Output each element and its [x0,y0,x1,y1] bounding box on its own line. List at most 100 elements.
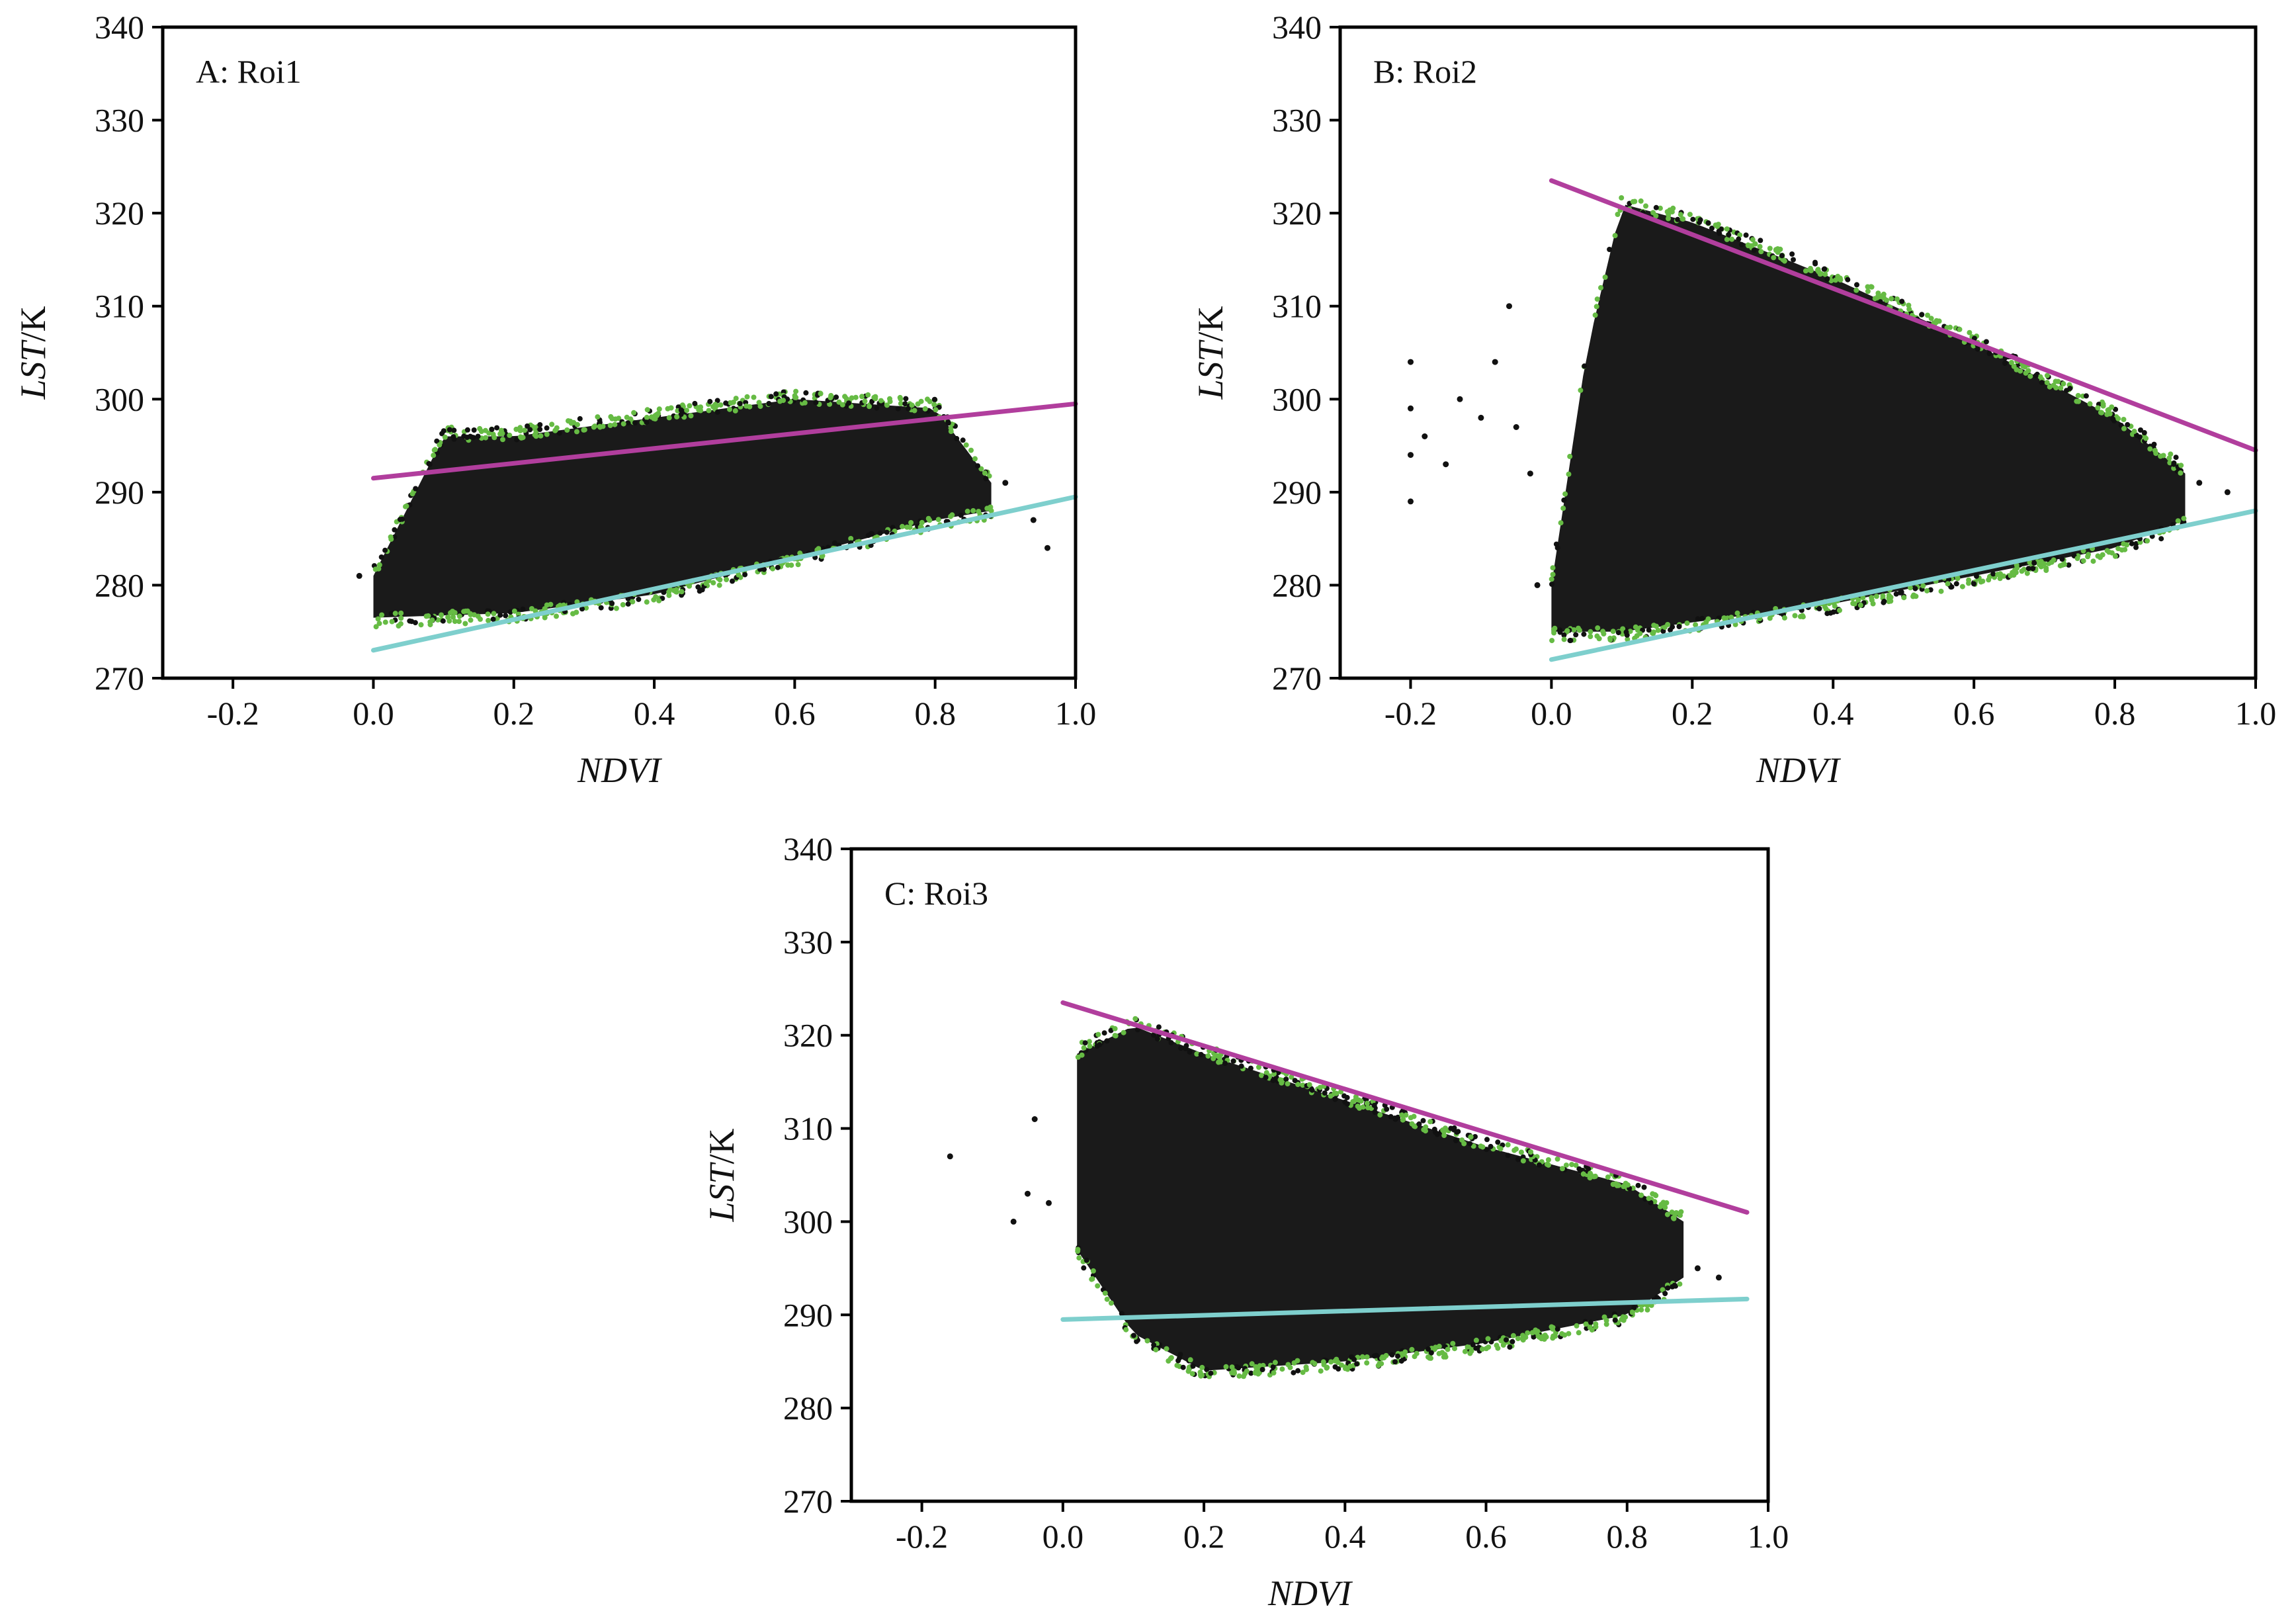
panel-b-edge-point [2020,363,2026,369]
panel-b-point [1919,312,1925,318]
panel-c-edge-point [1090,1268,1096,1274]
panel-c-point [1336,1366,1341,1372]
panel-b-point [1971,581,1977,587]
panel-a-edge-point [517,427,523,433]
panel-c-point [1662,1291,1668,1297]
panel-c-edge-point [1272,1360,1278,1366]
panel-b-x-tick-label: 1.0 [2235,695,2277,732]
panel-b-point [2033,372,2039,378]
panel-c-edge-point [1121,1029,1127,1035]
panel-c-point [1168,1040,1174,1045]
panel-c-marks: -0.2 0.0 0.2 0.4 0.6 0.8 1.0 270 280 290 300 310 320… [783,830,1789,1555]
panel-b-point [1812,259,1818,265]
panel-c-edge-point [1615,1182,1621,1188]
panel-c-edge-point [1095,1031,1101,1037]
panel-c-y-tick-label: 320 [783,1017,833,1054]
panel-b-edge-point [1728,615,1734,621]
panel-a-y-tick-label: 270 [95,660,144,697]
panel-c-edge-point [1450,1340,1456,1346]
panel-c-outlier-point [947,1153,953,1160]
panel-b-point [1581,631,1587,637]
panel-c-edge-point [1452,1346,1457,1352]
panel-c-edge-point [1605,1174,1611,1180]
panel-c-point [1453,1137,1459,1143]
panel-c-edge-point [1441,1129,1447,1135]
panel-b-edge-point [2076,398,2082,404]
panel-b-edge-point [1855,597,1861,603]
panel-c-edge-point [1625,1182,1631,1188]
panel-a-edge-point [532,432,538,438]
panel-b-y-axis-title: LST/K [1191,306,1230,400]
panel-a-point [692,400,698,406]
panel-b-edge-point [2168,451,2174,457]
panel-b-edge-point [1758,249,1764,255]
panel-a-point [503,613,509,619]
panel-b-edge-point [1894,296,1900,302]
panel-c-edge-point [1300,1082,1306,1088]
panel-c-point [1175,1358,1181,1364]
panel-a-edge-point [839,402,845,408]
panel-a-point [392,527,398,533]
panel-c-outlier-point [1010,1218,1017,1225]
panel-a-edge-point [716,582,722,588]
panel-a-edge-point [491,435,497,441]
panel-b-point [2133,541,2139,547]
panel-a-point [464,427,470,433]
panel-a-edge-point [483,435,489,441]
panel-b-edge-point [1995,572,2001,578]
panel-a-edge-point [728,400,734,406]
panel-c-edge-point [1459,1137,1465,1143]
panel-a-point [644,419,650,425]
panel-c-point [1178,1045,1184,1051]
panel-a-edge-point [733,396,739,402]
panel-b-edge-point [1552,625,1558,631]
panel-a-edge-point [591,424,597,430]
panel-b-edge-point [1715,222,1721,228]
panel-b-edge-point [1650,629,1656,635]
panel-c-edge-point [1468,1348,1474,1354]
panel-b-edge-point [1678,212,1683,218]
panel-c-edge-point [1412,1123,1418,1129]
panel-b-edge-point [1638,198,1644,204]
panel-b-edge-point [1924,588,1930,593]
panel-b-edge-point [2175,518,2181,524]
panel-b-edge-point [1837,275,1843,281]
panel-c-point [1392,1116,1398,1121]
panel-a-dry-edge-line [370,401,1078,481]
panel-c-edge-point [1350,1099,1356,1105]
panel-b-y-tick-label: 330 [1272,102,1322,139]
panel-b-edge-point [1832,603,1838,609]
panel-c-point [1434,1131,1440,1137]
panel-a-edge-point [544,602,550,608]
panel-c-point [1238,1063,1244,1069]
panel-c-point [1495,1139,1501,1145]
panel-b-edge-point [2080,558,2086,564]
panel-b-edge-point [2121,425,2127,431]
panel-b-point [1668,627,1673,633]
panel-c-edge-point [1518,1149,1524,1155]
panel-c-edge-point [1664,1200,1670,1205]
panel-b-point [1893,591,1899,597]
panel-c-edge-point [1559,1331,1565,1336]
panel-a-point [983,476,989,482]
panel-b-point [1845,277,1851,283]
panel-a-point [931,397,937,402]
panel-c-edge-point [1153,1347,1159,1352]
panel-b-y-tick-label: 310 [1272,288,1322,325]
panel-c-edge-point [1075,1248,1081,1254]
panel-a-point [514,437,520,443]
panel-a-point [556,430,562,436]
panel-a-x-tick-label: 0.4 [634,695,675,732]
panel-a-point [737,401,743,407]
panel-a-edge-point [674,414,680,419]
panel-a-x-tick-label: 0.6 [774,695,816,732]
panel-c-x-tick-label: 0.4 [1324,1518,1366,1555]
panel-b-edge-point [1734,610,1740,616]
panel-a-edge-point [597,423,603,429]
panel-a-edge-point [978,466,984,472]
panel-a-edge-point [445,614,451,620]
panel-a-edge-point [982,470,988,476]
panel-c-y-axis-unit: /K [702,1128,742,1164]
panel-a-point [768,394,774,400]
